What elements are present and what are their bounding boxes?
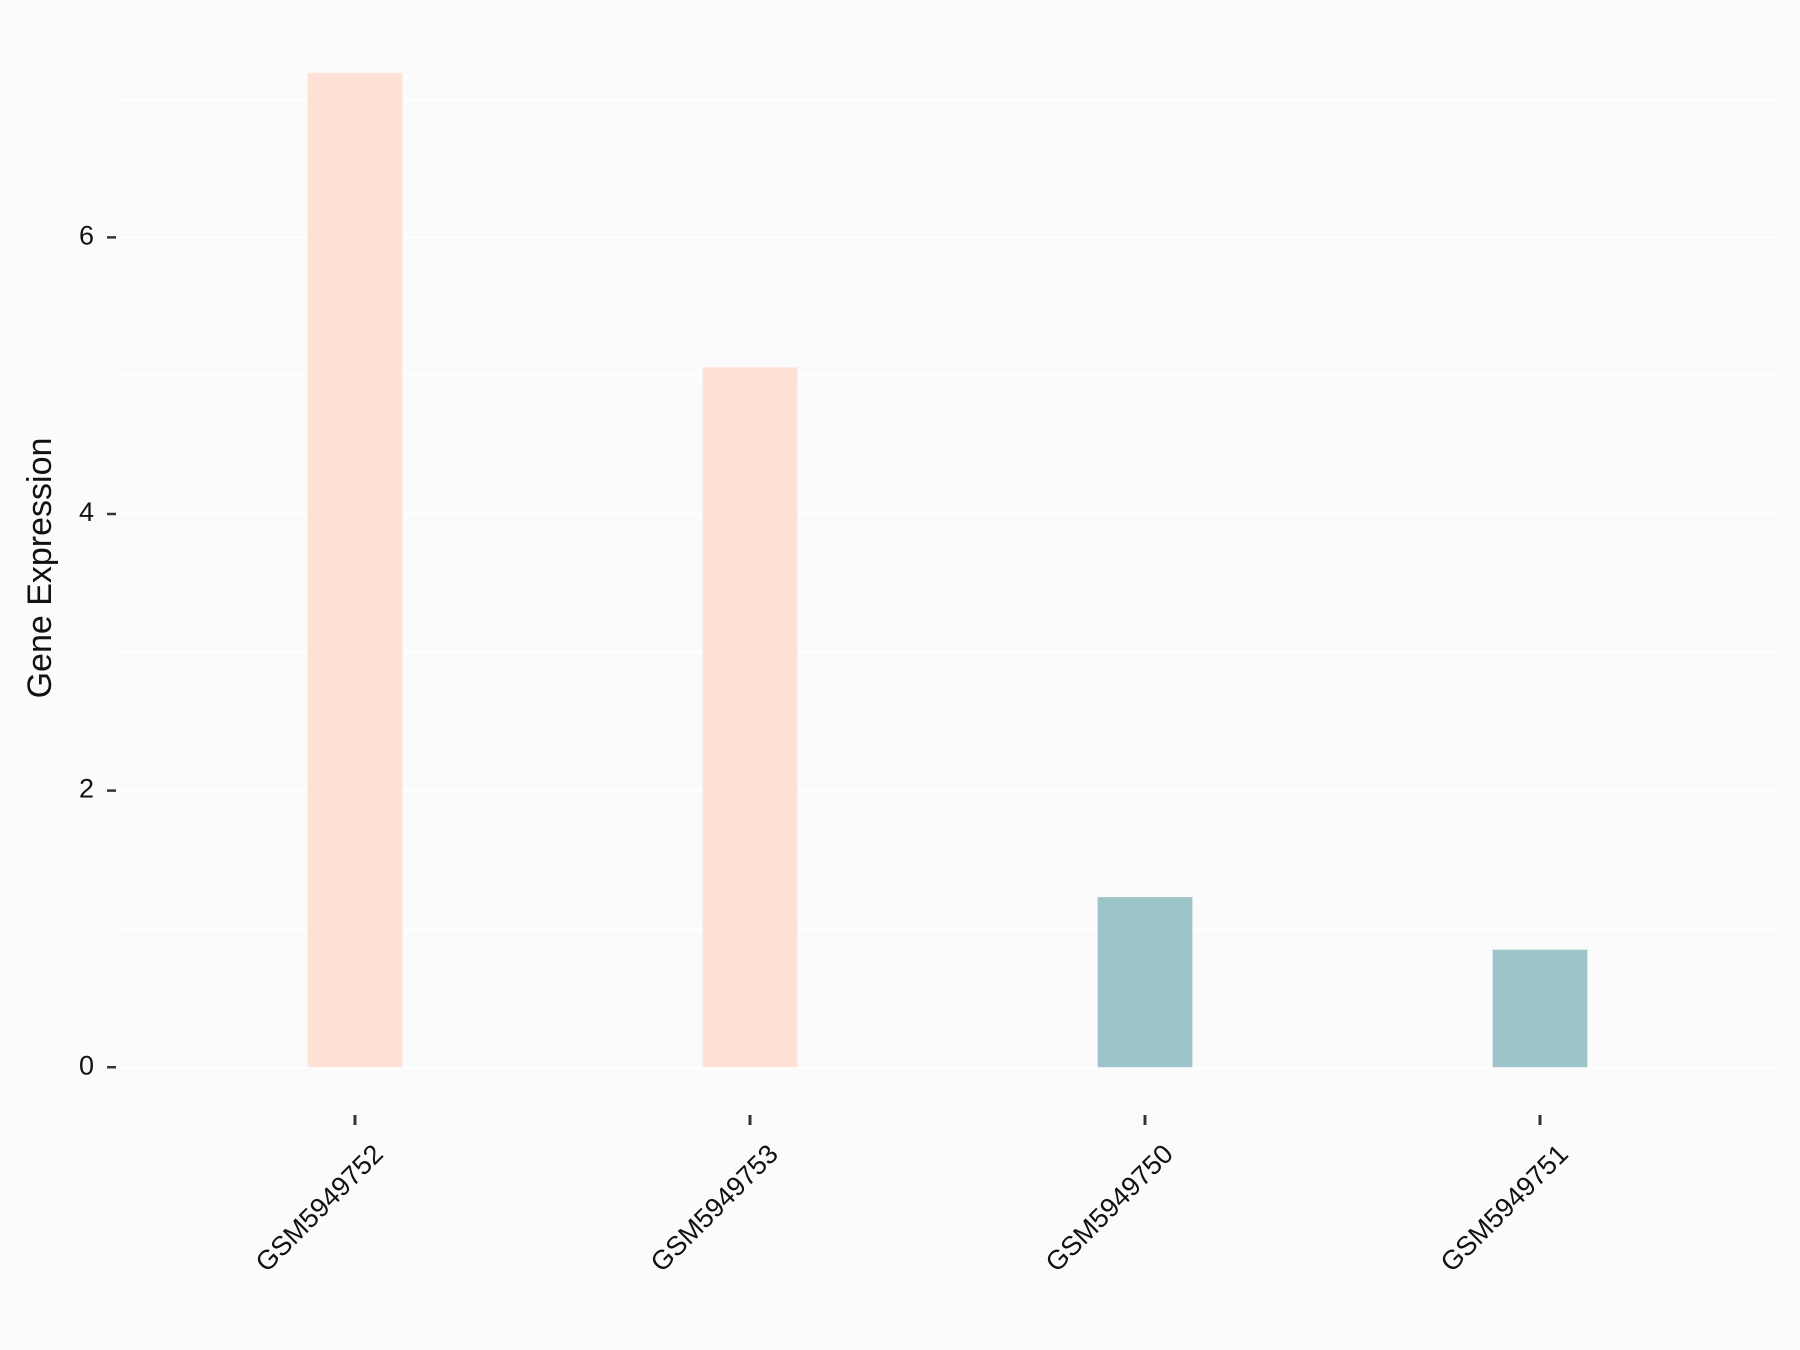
- bar: [1097, 897, 1193, 1068]
- y-tick-label: 4: [79, 497, 94, 527]
- y-tick-label: 0: [79, 1050, 94, 1080]
- y-tick-label: 6: [79, 220, 94, 250]
- bar: [1492, 949, 1588, 1068]
- bar: [307, 72, 403, 1068]
- bar: [702, 367, 798, 1068]
- y-tick-label: 2: [79, 774, 94, 804]
- y-axis-title: Gene Expression: [21, 438, 59, 699]
